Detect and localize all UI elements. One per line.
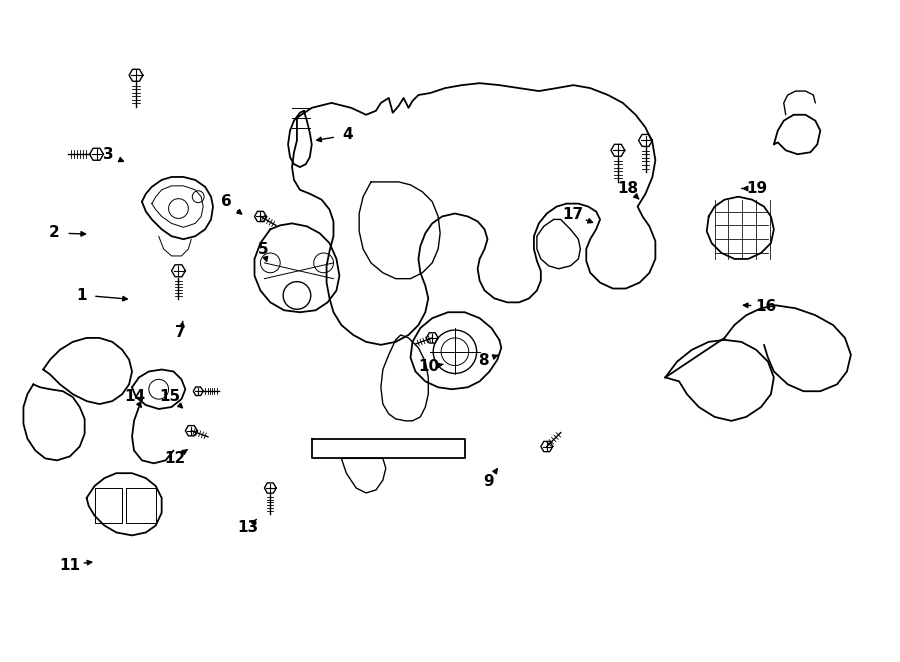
Text: 2: 2 <box>50 226 60 240</box>
Text: 13: 13 <box>237 520 258 535</box>
Text: 11: 11 <box>59 557 80 573</box>
Text: 10: 10 <box>418 359 439 375</box>
Text: 8: 8 <box>479 353 489 368</box>
Text: 6: 6 <box>220 194 231 209</box>
Text: 12: 12 <box>164 451 185 466</box>
Text: 9: 9 <box>483 474 493 489</box>
Text: 15: 15 <box>159 389 181 404</box>
Text: 7: 7 <box>176 326 186 340</box>
Text: 18: 18 <box>617 181 638 196</box>
Text: 17: 17 <box>562 207 583 222</box>
Text: 14: 14 <box>124 389 145 404</box>
Text: 3: 3 <box>103 147 113 162</box>
Text: 16: 16 <box>755 299 776 314</box>
Text: 4: 4 <box>343 127 353 142</box>
Text: 1: 1 <box>76 287 86 303</box>
Text: 5: 5 <box>258 242 269 257</box>
Text: 19: 19 <box>746 181 767 196</box>
